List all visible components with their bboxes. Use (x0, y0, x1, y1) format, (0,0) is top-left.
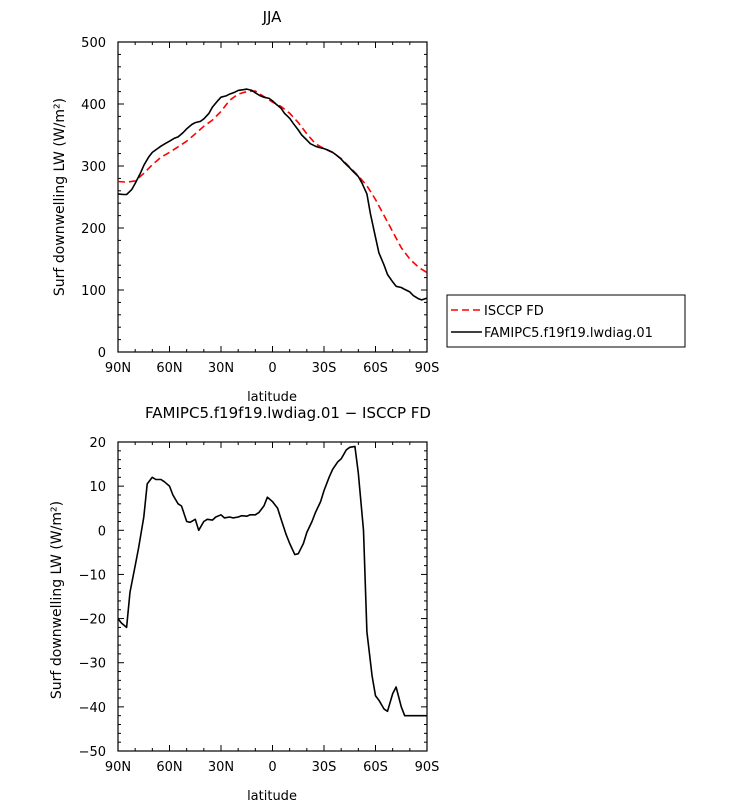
legend-label-famipc5: FAMIPC5.f19f19.lwdiag.01 (484, 326, 653, 341)
bottom-y-tick-label: −50 (79, 745, 106, 760)
top-plot-frame (117, 41, 428, 353)
bottom-chart-title: FAMIPC5.f19f19.lwdiag.01 − ISCCP FD (145, 404, 431, 422)
bottom-x-tick-label: 30N (208, 760, 234, 775)
bottom-y-axis-label: Surf downwelling LW (W/m²) (49, 501, 65, 699)
top-y-tick-label: 400 (81, 98, 106, 113)
bottom-y-tick-label: −20 (79, 613, 106, 628)
bottom-x-tick-label: 90S (415, 760, 440, 775)
bottom-y-tick-label: −40 (79, 701, 106, 716)
bottom-axis-ticks: 90N 60N 30N 0 30S 60S 90S −50 −40 −30 −20 −10 0 10 20 (79, 436, 440, 775)
legend-box (446, 294, 686, 348)
legend-label-isccp: ISCCP FD (484, 304, 544, 319)
bottom-y-tick-label: −30 (79, 657, 106, 672)
bottom-y-tick-label: 0 (98, 524, 106, 539)
top-y-tick-label: 100 (81, 284, 106, 299)
top-series-line-famipc5-f19f19-lwdiag-01 (117, 88, 428, 301)
top-x-tick-label: 0 (268, 361, 276, 376)
top-chart-title: JJA (262, 8, 283, 26)
top-x-tick-label: 30S (312, 361, 337, 376)
bottom-x-tick-label: 60S (363, 760, 388, 775)
legend: ISCCP FD FAMIPC5.f19f19.lwdiag.01 (446, 294, 686, 348)
top-y-tick-label: 500 (81, 36, 106, 51)
bottom-y-tick-label: 10 (89, 480, 106, 495)
top-panel: JJA 90N 60N 30N 0 30S 60S 90S0100200300400500 … (52, 8, 686, 405)
top-x-axis-label: latitude (247, 390, 297, 405)
bottom-x-tick-label: 0 (268, 760, 276, 775)
bottom-series-line-difference (117, 445, 427, 717)
top-y-axis-label: Surf downwelling LW (W/m²) (52, 98, 68, 296)
top-series-lines (117, 88, 428, 301)
top-y-tick-label: 200 (81, 222, 106, 237)
top-x-tick-label: 30N (208, 361, 234, 376)
top-x-tick-label: 90S (415, 361, 440, 376)
bottom-x-tick-label: 90N (105, 760, 131, 775)
top-x-tick-label: 60S (363, 361, 388, 376)
bottom-y-tick-label: 20 (89, 436, 106, 451)
bottom-panel: FAMIPC5.f19f19.lwdiag.01 − ISCCP FD 90N 6… (49, 404, 439, 804)
top-y-tick-label: 300 (81, 160, 106, 175)
top-x-tick-label: 90N (105, 361, 131, 376)
top-y-tick-label: 0 (98, 346, 106, 361)
top-series-line-isccp-fd (117, 90, 428, 274)
bottom-x-tick-label: 60N (156, 760, 182, 775)
bottom-x-axis-label: latitude (247, 789, 297, 804)
bottom-y-tick-label: −10 (79, 568, 106, 583)
top-axis-ticks: 90N 60N 30N 0 30S 60S 90S 0 100 200 300 400 500 (81, 36, 439, 376)
bottom-series-lines (117, 445, 427, 717)
bottom-x-tick-label: 30S (312, 760, 337, 775)
top-x-tick-label: 60N (156, 361, 182, 376)
